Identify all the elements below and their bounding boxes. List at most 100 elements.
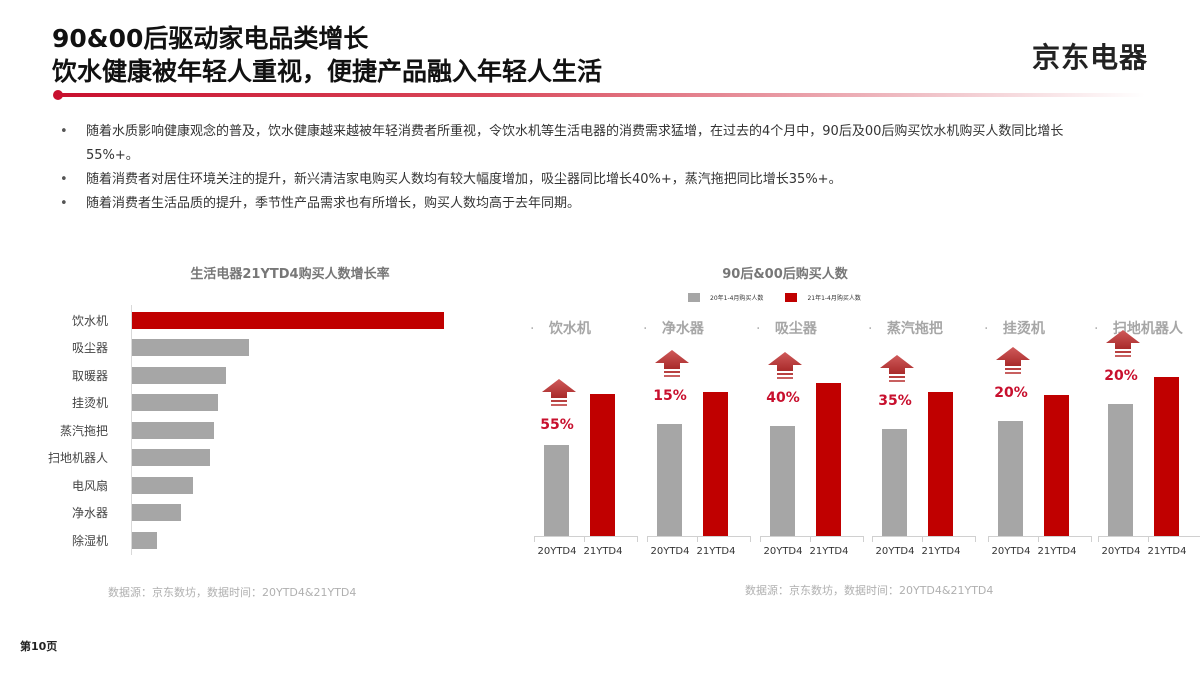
x-axis-tick — [647, 536, 648, 542]
left-chart-category-label: 扫地机器人 — [47, 451, 108, 465]
x-axis-tick — [534, 536, 535, 542]
left-chart-axis — [131, 305, 132, 555]
up-arrow-icon — [655, 350, 689, 380]
x-axis-tick — [1148, 536, 1149, 542]
right-chart-legend: 20年1-4月购买人数 21年1-4月购买人数 — [688, 293, 883, 302]
x-axis-line — [760, 536, 864, 537]
left-chart-bar — [132, 394, 218, 411]
bar-20ytd4 — [1108, 404, 1133, 536]
right-source-note: 数据源：京东数坊，数据时间：20YTD4&21YTD4 — [745, 584, 994, 597]
right-chart-category-label: · 蒸汽拖把 — [868, 321, 943, 337]
left-chart-category-label: 饮水机 — [71, 313, 108, 328]
growth-label: 35% — [878, 393, 912, 409]
x-axis-tick — [1091, 536, 1092, 542]
x-tick-label: 20YTD4 — [875, 546, 915, 557]
right-chart-category-label: · 饮水机 — [530, 321, 591, 337]
x-tick-label: 20YTD4 — [1101, 546, 1141, 557]
bullet-text: 随着消费者生活品质的提升，季节性产品需求也有所增长，购买人数均高于去年同期。 — [86, 196, 581, 211]
left-chart-row: 挂烫机 — [40, 394, 218, 412]
left-chart-row: 饮水机 — [40, 311, 444, 329]
bar-21ytd4 — [816, 383, 841, 536]
x-axis-tick — [1098, 536, 1099, 542]
x-tick-label: 20YTD4 — [763, 546, 803, 557]
left-chart-bar — [132, 504, 181, 521]
x-tick-label: 21YTD4 — [1037, 546, 1077, 557]
x-tick-label: 20YTD4 — [991, 546, 1031, 557]
bullet-marker: • — [60, 124, 68, 139]
brand-logo: 京东电器 — [1031, 41, 1148, 74]
left-chart-bar — [132, 366, 226, 384]
legend-swatch-prev — [688, 293, 700, 302]
x-axis-tick — [922, 536, 923, 542]
title-line-1: 90&00后驱动家电品类增长 — [52, 24, 369, 53]
x-tick-label: 20YTD4 — [537, 546, 577, 557]
bullet-marker: • — [60, 196, 68, 211]
left-chart-title: 生活电器21YTD4购买人数增长率 — [190, 267, 390, 282]
x-tick-label: 21YTD4 — [809, 546, 849, 557]
bar-20ytd4 — [998, 421, 1023, 536]
left-chart-row: 吸尘器 — [40, 339, 249, 357]
bullet-item: • 随着消费者对居住环境关注的提升，新兴清洁家电购买人数均有较大幅度增加，吸尘器… — [60, 168, 1080, 192]
left-chart-category-label: 吸尘器 — [71, 341, 108, 355]
bar-21ytd4 — [1044, 395, 1069, 536]
x-axis-tick — [975, 536, 976, 542]
right-chart-category-label: · 吸尘器 — [756, 321, 817, 337]
up-arrow-icon — [1106, 330, 1140, 360]
page-number: 第10页 — [20, 640, 58, 653]
left-chart-bar — [132, 311, 444, 329]
left-chart-category-label: 净水器 — [71, 506, 108, 520]
bullet-marker: • — [60, 172, 68, 187]
x-axis-line — [647, 536, 751, 537]
legend-label-cur: 21年1-4月购买人数 — [807, 295, 861, 302]
title-line-2: 饮水健康被年轻人重视，便捷产品融入年轻人生活 — [52, 57, 603, 86]
x-axis-line — [534, 536, 638, 537]
x-axis-line — [1098, 536, 1200, 537]
x-axis-tick — [863, 536, 864, 542]
right-chart-group: · 扫地机器人 20% 20YTD4 21YTD4 — [1094, 318, 1200, 563]
bar-20ytd4 — [882, 429, 907, 536]
x-axis-tick — [1038, 536, 1039, 542]
right-chart-group: · 净水器 15% 20YTD4 21YTD4 — [643, 318, 755, 563]
x-axis-tick — [584, 536, 585, 542]
bar-21ytd4 — [703, 392, 728, 536]
left-chart-row: 蒸汽拖把 — [40, 421, 214, 439]
bar-20ytd4 — [544, 445, 569, 536]
left-chart-category-label: 除湿机 — [71, 533, 108, 548]
x-axis-tick — [760, 536, 761, 542]
left-chart-bar — [132, 476, 193, 494]
right-chart-category-label: · 净水器 — [643, 321, 704, 337]
x-axis-tick — [988, 536, 989, 542]
bullet-item: • 随着消费者生活品质的提升，季节性产品需求也有所增长，购买人数均高于去年同期。 — [60, 192, 1080, 216]
right-chart-group: · 挂烫机 20% 20YTD4 21YTD4 — [984, 318, 1096, 563]
title-divider — [55, 93, 1145, 97]
right-chart-category-label: · 扫地机器人 — [1094, 321, 1183, 337]
growth-label: 15% — [653, 388, 687, 404]
bar-20ytd4 — [770, 426, 795, 536]
x-tick-label: 21YTD4 — [696, 546, 736, 557]
left-chart-category-label: 电风扇 — [71, 478, 108, 493]
bar-21ytd4 — [590, 394, 615, 536]
left-chart-category-label: 取暖器 — [71, 368, 108, 383]
right-chart-title: 90后&00后购买人数 — [722, 267, 848, 282]
left-chart-bar — [132, 339, 249, 356]
x-tick-label: 20YTD4 — [650, 546, 690, 557]
bullet-text: 随着水质影响健康观念的普及，饮水健康越来越被年轻消费者所重视，令饮水机等生活电器… — [86, 124, 1064, 163]
legend-label-prev: 20年1-4月购买人数 — [710, 295, 764, 302]
growth-label: 20% — [994, 385, 1028, 401]
right-chart-group: · 吸尘器 40% 20YTD4 21YTD4 — [756, 318, 868, 563]
left-chart-bar — [132, 421, 214, 439]
left-source-note: 数据源：京东数坊，数据时间：20YTD4&21YTD4 — [108, 586, 357, 599]
title-divider-dot — [53, 90, 63, 100]
x-axis-tick — [810, 536, 811, 542]
x-axis-tick — [750, 536, 751, 542]
bar-20ytd4 — [657, 424, 682, 536]
growth-label: 20% — [1104, 368, 1138, 384]
bullet-text: 随着消费者对居住环境关注的提升，新兴清洁家电购买人数均有较大幅度增加，吸尘器同比… — [86, 172, 842, 187]
x-axis-tick — [697, 536, 698, 542]
x-axis-line — [872, 536, 976, 537]
growth-label: 40% — [766, 390, 800, 406]
left-chart-row: 取暖器 — [40, 366, 226, 384]
right-chart-group: · 蒸汽拖把 35% 20YTD4 21YTD4 — [868, 318, 980, 563]
left-chart-category-label: 挂烫机 — [71, 396, 108, 410]
x-axis-tick — [872, 536, 873, 542]
